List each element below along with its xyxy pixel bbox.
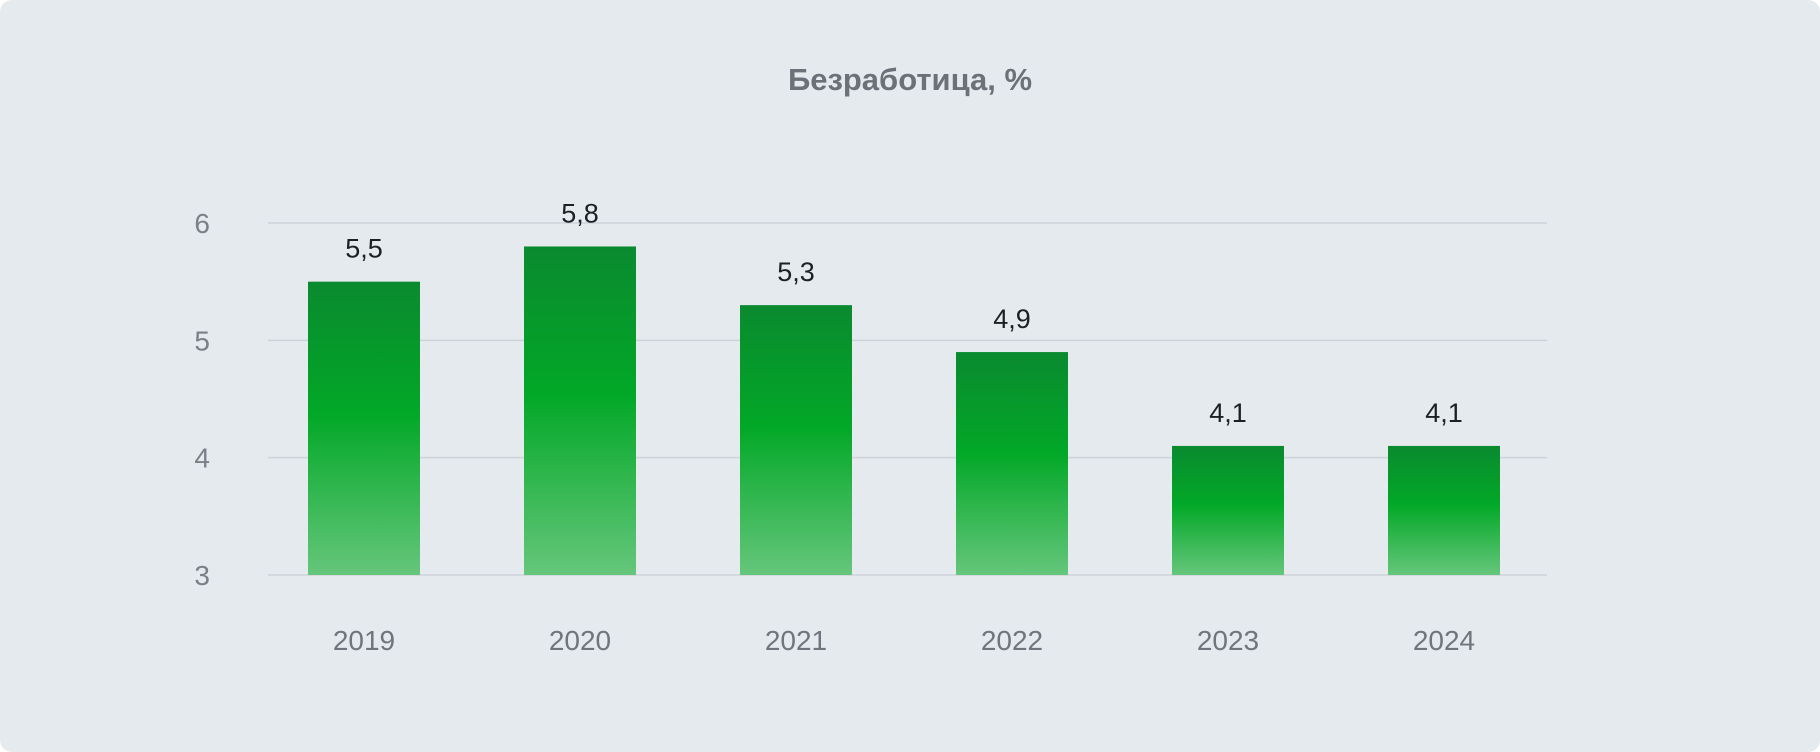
value-label: 5,3 — [777, 257, 815, 287]
value-label: 4,9 — [993, 304, 1031, 334]
y-tick-label: 4 — [194, 443, 210, 474]
bar-2020 — [524, 246, 636, 575]
x-tick-label: 2019 — [333, 625, 395, 656]
bar-2024 — [1388, 445, 1500, 575]
value-label: 5,5 — [345, 234, 383, 264]
y-tick-label: 5 — [194, 325, 210, 356]
x-tick-label: 2020 — [549, 625, 611, 656]
bar-2023 — [1172, 445, 1284, 575]
chart-title: Безработица, % — [787, 62, 1033, 97]
x-tick-label: 2024 — [1413, 625, 1475, 656]
value-label: 4,1 — [1425, 398, 1463, 428]
value-label: 4,1 — [1209, 398, 1247, 428]
bar-2022 — [956, 352, 1068, 575]
y-tick-label: 6 — [194, 208, 210, 239]
x-tick-label: 2022 — [981, 625, 1043, 656]
value-label: 5,8 — [561, 198, 599, 228]
x-tick-label: 2021 — [765, 625, 827, 656]
bar-2019 — [308, 281, 420, 575]
bar-2021 — [740, 305, 852, 575]
x-tick-label: 2023 — [1197, 625, 1259, 656]
y-tick-label: 3 — [194, 560, 210, 591]
